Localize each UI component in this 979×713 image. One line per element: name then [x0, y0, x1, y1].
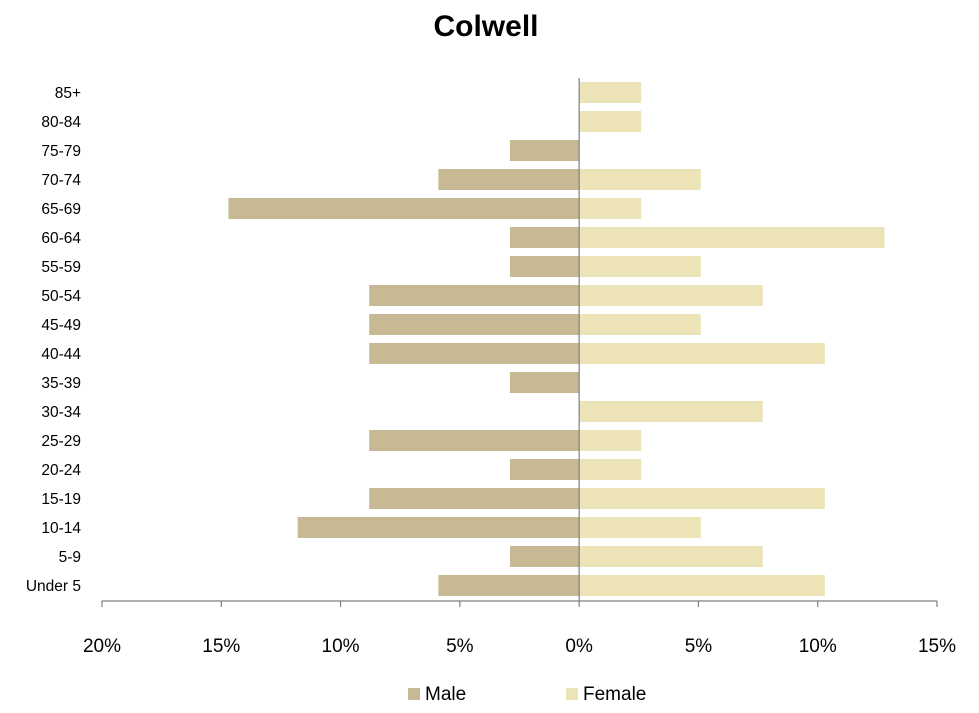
bar-female-60-64 [579, 227, 885, 248]
category-labels: Under 5 5-9 10-14 15-19 20-24 25-29 30-34 35-39… [26, 85, 82, 595]
category-label: 5-9 [59, 549, 81, 566]
bar-female-55-59 [579, 256, 701, 277]
bar-female-40-44 [579, 343, 825, 364]
bar-male-under-5 [438, 575, 580, 596]
x-tick-label: 10% [799, 636, 837, 657]
category-label: 20-24 [41, 462, 81, 479]
bar-female-5-9 [579, 546, 763, 567]
bar-male-25-29 [369, 430, 580, 451]
category-label: 80-84 [41, 114, 81, 131]
category-label: 75-79 [41, 143, 81, 160]
category-label: Under 5 [26, 578, 81, 595]
bars-group [228, 82, 885, 596]
bar-male-10-14 [297, 517, 580, 538]
x-tick-label: 5% [685, 636, 713, 657]
category-label: 50-54 [41, 288, 81, 305]
bar-male-15-19 [369, 488, 580, 509]
bar-male-60-64 [509, 227, 580, 248]
category-label: 45-49 [41, 317, 81, 334]
bar-male-5-9 [509, 546, 580, 567]
bar-male-50-54 [369, 285, 580, 306]
x-tick-labels: 20% 15% 10% 5% 0% 5% 10% 15% [83, 636, 956, 657]
x-tick-label: 15% [918, 636, 956, 657]
legend: Male Female [408, 684, 646, 705]
x-tick-label: 0% [565, 636, 593, 657]
category-label: 25-29 [41, 433, 81, 450]
bar-female-under-5 [579, 575, 825, 596]
category-label: 55-59 [41, 259, 81, 276]
category-label: 65-69 [41, 201, 81, 218]
bar-female-20-24 [579, 459, 642, 480]
category-label: 10-14 [41, 520, 81, 537]
category-label: 85+ [55, 85, 81, 102]
axes [101, 78, 938, 607]
bar-male-45-49 [369, 314, 580, 335]
x-tick-label: 20% [83, 636, 121, 657]
bar-male-70-74 [438, 169, 580, 190]
bar-female-45-49 [579, 314, 701, 335]
category-label: 70-74 [41, 172, 81, 189]
bar-female-25-29 [579, 430, 642, 451]
x-tick-label: 10% [322, 636, 360, 657]
bar-female-50-54 [579, 285, 763, 306]
bar-female-85+ [579, 82, 642, 103]
bar-female-30-34 [579, 401, 763, 422]
category-label: 60-64 [41, 230, 81, 247]
category-label: 40-44 [41, 346, 81, 363]
category-label: 30-34 [41, 404, 81, 421]
bar-male-40-44 [369, 343, 580, 364]
category-label: 15-19 [41, 491, 81, 508]
bar-female-10-14 [579, 517, 701, 538]
bar-male-55-59 [509, 256, 580, 277]
x-tick-label: 5% [446, 636, 474, 657]
bar-male-20-24 [509, 459, 580, 480]
bar-male-35-39 [509, 372, 580, 393]
bar-male-65-69 [228, 198, 580, 219]
bar-female-65-69 [579, 198, 642, 219]
legend-label-female: Female [583, 684, 646, 705]
bar-female-80-84 [579, 111, 642, 132]
category-label: 35-39 [41, 375, 81, 392]
bar-female-15-19 [579, 488, 825, 509]
legend-swatch-female [566, 688, 578, 700]
chart-title: Colwell [433, 10, 538, 43]
x-tick-label: 15% [202, 636, 240, 657]
bar-female-70-74 [579, 169, 701, 190]
legend-swatch-male [408, 688, 420, 700]
bar-male-75-79 [509, 140, 580, 161]
legend-label-male: Male [425, 684, 466, 705]
